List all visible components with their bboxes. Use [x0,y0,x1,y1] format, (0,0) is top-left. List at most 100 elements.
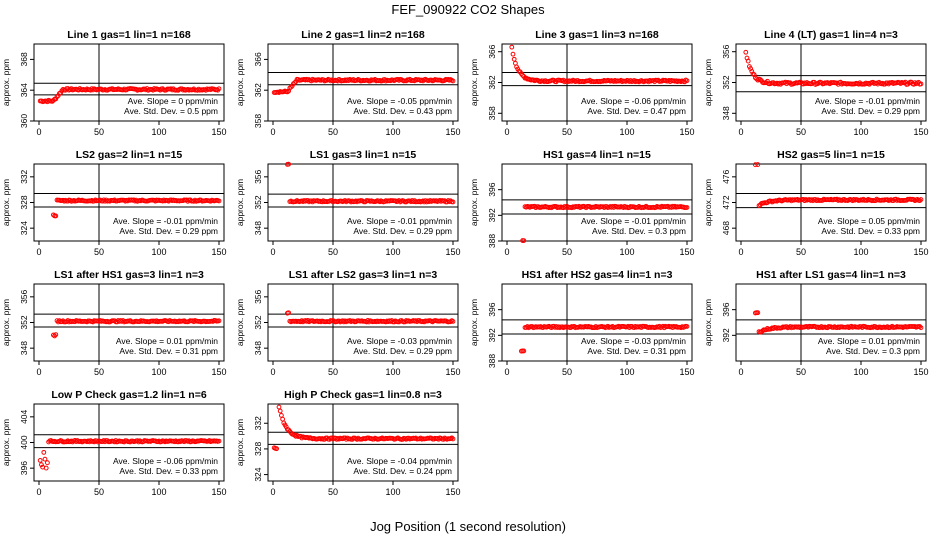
data-point [450,199,456,205]
x-tick-label: 100 [385,247,400,257]
data-point [450,319,456,324]
x-tick-label: 150 [445,127,460,137]
data-point [216,198,222,204]
y-tick-label: 396 [19,461,29,475]
stats-annotation: Ave. Slope = -0.01 ppm/min [347,216,452,226]
data-point [276,404,282,410]
x-tick-label: 100 [151,487,166,497]
x-tick-label: 150 [445,247,460,257]
y-axis-label: approx. ppm [235,419,245,466]
stats-annotation: Ave. Std. Dev. = 0.29 ppm [353,226,452,236]
panel-frame [735,283,927,362]
panel-title: HS1 after LS1 gas=4 lin=1 n=3 [756,269,906,281]
y-tick-label: 332 [19,169,29,183]
x-tick-label: 100 [385,127,400,137]
x-tick-label: 50 [796,127,806,137]
panel-frame [267,403,459,482]
panel-title: Line 4 (LT) gas=1 lin=4 n=3 [764,29,898,41]
panel-frame [501,163,693,242]
data-point [216,438,222,444]
x-tick-label: 150 [445,367,460,377]
stats-annotation: Ave. Slope = -0.04 ppm/min [347,456,452,466]
data-point [684,324,690,329]
panel-frame [33,43,225,122]
x-tick-label: 0 [738,367,743,377]
stats-annotation: Ave. Slope = -0.03 ppm/min [581,336,686,346]
data-point [283,424,289,430]
x-tick-label: 100 [385,487,400,497]
y-tick-label: 324 [253,467,263,481]
y-tick-label: 348 [19,341,29,355]
x-tick-label: 0 [504,247,509,257]
stats-annotation: Ave. Slope = -0.05 ppm/min [347,96,452,106]
y-axis-label: approx. ppm [703,179,713,226]
x-tick-label: 150 [913,127,928,137]
y-tick-label: 356 [19,289,29,303]
y-tick-label: 352 [721,75,731,89]
x-axis-label: Jog Position (1 second resolution) [370,519,566,534]
x-tick-label: 150 [913,367,928,377]
x-tick-label: 100 [619,127,634,137]
y-tick-label: 396 [721,302,731,316]
y-axis-label: approx. ppm [1,59,11,106]
data-point [43,465,49,471]
data-point [277,408,283,414]
data-point [53,332,59,338]
x-tick-label: 0 [504,127,509,137]
x-tick-label: 0 [270,367,275,377]
data-point [39,462,44,468]
y-tick-label: 356 [253,289,263,303]
panel-title: HS1 after HS2 gas=4 lin=1 n=3 [522,269,673,281]
data-point [918,325,924,331]
data-point [450,436,456,442]
x-tick-label: 0 [270,247,275,257]
data-point [216,86,222,92]
x-tick-label: 0 [738,247,743,257]
y-tick-label: 468 [721,221,731,235]
panel-title: LS2 gas=2 lin=1 n=15 [76,149,183,161]
x-tick-label: 150 [679,127,694,137]
data-point [917,324,923,329]
x-tick-label: 50 [328,487,338,497]
y-tick-label: 472 [721,195,731,209]
x-tick-label: 0 [270,127,275,137]
stats-annotation: Ave. Std. Dev. = 0.33 ppm [821,226,920,236]
x-tick-label: 0 [270,487,275,497]
stats-annotation: Ave. Slope = -0.06 ppm/min [113,456,218,466]
x-tick-label: 0 [36,127,41,137]
stats-annotation: Ave. Slope = 0.05 ppm/min [818,216,920,226]
stats-annotation: Ave. Std. Dev. = 0.31 ppm [119,346,218,356]
x-tick-label: 150 [211,487,226,497]
panel-title: Low P Check gas=1.2 lin=1 n=6 [51,389,206,401]
x-tick-label: 50 [94,247,104,257]
y-tick-label: 324 [19,221,29,235]
x-tick-label: 100 [853,367,868,377]
data-point [510,51,516,57]
data-point [521,238,527,244]
x-tick-label: 100 [385,367,400,377]
stats-annotation: Ave. Std. Dev. = 0.29 ppm [353,346,452,356]
data-point [448,319,454,325]
panel-title: High P Check gas=1 lin=0.8 n=3 [284,389,442,401]
x-tick-label: 150 [445,487,460,497]
data-point [753,162,758,168]
y-tick-label: 332 [253,416,263,430]
data-point [509,44,515,50]
y-tick-label: 368 [19,52,29,66]
x-tick-label: 50 [328,127,338,137]
data-point [755,162,761,167]
stats-annotation: Ave. Slope = -0.01 ppm/min [815,96,920,106]
x-tick-label: 150 [679,367,694,377]
stats-annotation: Ave. Std. Dev. = 0.24 ppm [353,466,452,476]
panel-title: Line 1 gas=1 lin=1 n=168 [67,29,191,41]
data-point [279,412,284,418]
x-tick-label: 100 [853,247,868,257]
data-point [749,68,755,74]
data-point [42,456,48,462]
stats-annotation: Ave. Slope = 0 ppm/min [128,96,219,106]
y-tick-label: 362 [487,75,497,89]
x-tick-label: 150 [211,367,226,377]
y-axis-label: approx. ppm [1,419,11,466]
stats-annotation: Ave. Slope = 0.01 ppm/min [818,336,920,346]
